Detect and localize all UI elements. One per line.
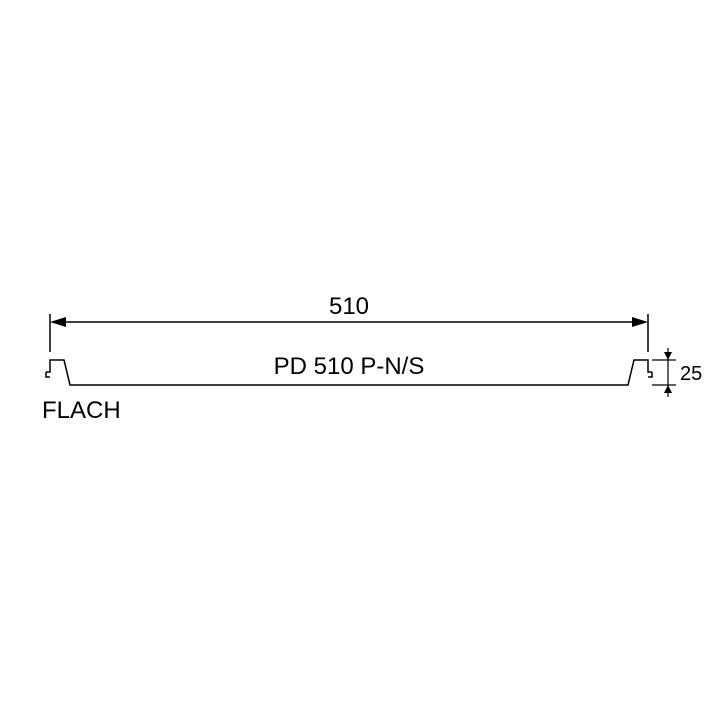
technical-drawing: 510 PD 510 P-N/S 25 FLACH bbox=[0, 0, 725, 725]
variant-label: FLACH bbox=[42, 397, 121, 424]
width-dimension: 510 bbox=[50, 293, 648, 352]
height-dimension-text: 25 bbox=[680, 363, 702, 385]
height-dimension: 25 bbox=[652, 348, 702, 397]
profile-svg: 510 PD 510 P-N/S 25 FLACH bbox=[0, 0, 725, 725]
width-dimension-text: 510 bbox=[329, 293, 369, 320]
model-name: PD 510 P-N/S bbox=[274, 353, 425, 380]
